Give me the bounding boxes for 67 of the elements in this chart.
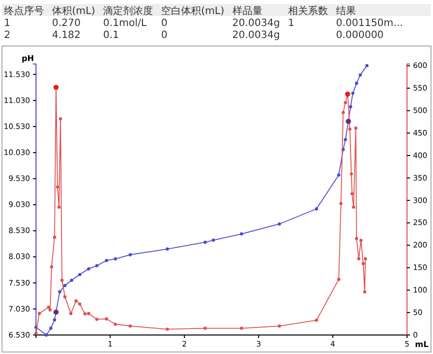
point xyxy=(95,318,98,321)
point xyxy=(357,257,360,260)
point xyxy=(349,105,352,108)
point xyxy=(38,312,41,316)
point xyxy=(70,278,74,282)
point xyxy=(78,272,82,276)
point xyxy=(350,172,353,176)
point xyxy=(240,232,244,236)
point xyxy=(44,333,48,337)
results-table: 终点序号 体积(mL) 滴定剂浓度 空白体积(mL) 样品量 相关系数 结果 1 0.270 0.1mol/L 0 20.0034g 1 0.001150m... 2 4.182 0.1 0 20.0034g 0.000000 xyxy=(2,4,431,41)
point xyxy=(50,265,54,268)
point xyxy=(204,240,207,244)
point xyxy=(63,295,67,298)
point xyxy=(87,267,90,270)
point xyxy=(63,284,67,288)
point xyxy=(78,302,82,306)
point xyxy=(362,262,365,266)
point xyxy=(56,185,60,189)
point xyxy=(128,253,132,256)
point xyxy=(278,222,281,226)
point xyxy=(354,236,358,240)
point xyxy=(344,138,348,142)
point xyxy=(128,324,132,328)
x-axis-title: mL xyxy=(415,340,428,349)
point xyxy=(114,322,117,326)
point xyxy=(314,207,318,210)
point xyxy=(60,278,64,282)
point xyxy=(47,306,50,309)
point xyxy=(95,264,98,268)
point xyxy=(344,100,348,104)
point xyxy=(57,206,61,209)
point xyxy=(350,192,354,196)
point xyxy=(359,238,363,242)
point xyxy=(354,82,358,85)
point xyxy=(314,318,318,322)
point xyxy=(166,328,169,331)
y-axis-title: pH xyxy=(22,54,34,63)
point xyxy=(240,326,244,330)
point xyxy=(52,318,56,322)
point xyxy=(212,238,215,242)
point xyxy=(74,299,78,302)
point xyxy=(104,317,108,320)
point xyxy=(166,247,169,251)
point xyxy=(69,312,72,316)
point xyxy=(52,236,56,239)
point xyxy=(48,308,52,312)
point xyxy=(83,312,87,316)
point xyxy=(58,290,62,294)
point xyxy=(337,278,340,281)
point xyxy=(342,110,345,114)
point xyxy=(337,173,340,177)
point xyxy=(365,64,369,68)
point xyxy=(87,312,90,316)
point xyxy=(358,73,362,77)
point xyxy=(278,324,281,328)
point xyxy=(58,117,62,120)
point xyxy=(351,92,354,95)
point xyxy=(354,126,358,130)
point xyxy=(49,326,52,330)
point xyxy=(364,257,368,260)
point xyxy=(204,326,207,330)
point xyxy=(104,258,108,262)
point xyxy=(352,206,356,209)
point xyxy=(114,257,117,261)
point xyxy=(339,202,343,206)
point xyxy=(348,127,352,131)
point xyxy=(363,290,366,294)
